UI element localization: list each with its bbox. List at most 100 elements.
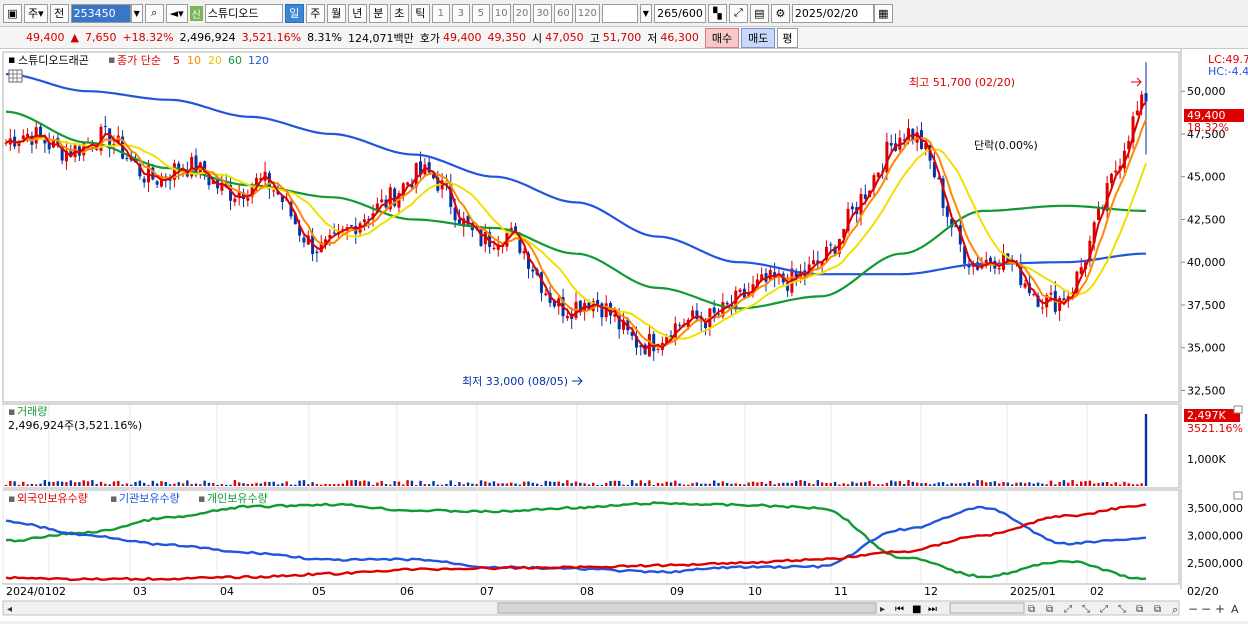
table-icon[interactable]: [8, 69, 23, 83]
ma5-line: [5, 101, 1147, 352]
volume-bar: [639, 480, 642, 486]
avg-button[interactable]: 평: [777, 27, 798, 48]
volume-bar: [959, 483, 962, 486]
interval-dropdown-icon[interactable]: ▼: [639, 3, 652, 23]
volume-bar: [872, 484, 876, 486]
zoom-in-icon[interactable]: ⌕: [1172, 603, 1178, 616]
prev-button[interactable]: 전: [49, 3, 69, 23]
period-second[interactable]: 초: [389, 3, 409, 23]
candle-body: [725, 302, 729, 305]
volume-bar: [535, 483, 539, 486]
volume-bar: [1058, 482, 1061, 486]
tool-icon-2[interactable]: ⧉: [1046, 604, 1053, 615]
scroll-left-icon[interactable]: ◂: [7, 604, 12, 615]
first-page-icon[interactable]: ⏮: [895, 604, 904, 615]
scrollbar-thumb[interactable]: [497, 602, 877, 614]
interval-120[interactable]: 120: [574, 3, 600, 23]
sell-button[interactable]: 매도: [741, 27, 776, 48]
period-tick[interactable]: 틱: [410, 3, 430, 23]
quote-bar: 49,400 ▲ 7,650 +18.32% 2,496,924 3,521.1…: [0, 27, 1248, 49]
candle-body: [4, 142, 8, 144]
volume-bar: [358, 481, 362, 486]
candle-body: [1040, 307, 1044, 309]
window-icon[interactable]: ▣: [3, 3, 22, 23]
volume-bar: [980, 480, 984, 486]
plus-icon[interactable]: +: [1215, 602, 1225, 616]
interval-60[interactable]: 60: [554, 3, 573, 23]
volume-bar: [1088, 480, 1092, 486]
table-icon-grid: [9, 70, 22, 82]
tool-icon-7[interactable]: ⧉: [1136, 604, 1143, 615]
last-page-icon[interactable]: ⏭: [928, 604, 937, 615]
tool-icon-1[interactable]: ⧉: [1028, 604, 1035, 615]
price-y-tick: 40,000: [1187, 256, 1226, 269]
candle-body: [544, 293, 548, 296]
volume-bar: [142, 482, 146, 486]
stop-icon[interactable]: ■: [912, 604, 921, 615]
legend-individual: 개인보유수량: [207, 492, 268, 505]
tool-icon-3[interactable]: ⤢: [1064, 604, 1072, 615]
holding-panel-close-icon[interactable]: [1233, 491, 1243, 500]
chart-type-icon[interactable]: ▚: [707, 3, 727, 23]
period-year[interactable]: 년: [347, 3, 367, 23]
gear-icon[interactable]: ⚙: [770, 3, 790, 23]
date-field[interactable]: 2025/02/20: [791, 3, 874, 23]
candle-body: [302, 237, 306, 243]
stock-name-field[interactable]: 스튜디오드: [204, 3, 283, 23]
moving-average-lines: [5, 73, 1147, 352]
candle-body: [1062, 298, 1066, 302]
interval-30[interactable]: 30: [533, 3, 553, 23]
candle-body: [220, 182, 224, 191]
price-y-tick: 37,500: [1187, 299, 1226, 312]
zoom-slider[interactable]: [949, 602, 1025, 614]
stock-code-input[interactable]: 253450: [70, 3, 131, 23]
holding-lines: [5, 501, 1147, 582]
volume-bar: [902, 483, 906, 486]
interval-input[interactable]: [601, 3, 638, 23]
volume-bar: [907, 480, 910, 486]
market-select[interactable]: 주 ▾: [24, 3, 48, 23]
volume-bar: [635, 483, 638, 486]
volume-bar: [419, 480, 422, 486]
toolbar: ▣ 주 ▾ 전 253450 ▼ ⌕ ◄▾ 신 스튜디오드 일 주 월 년 분 초…: [0, 0, 1248, 27]
buy-button[interactable]: 매수: [704, 27, 740, 48]
chevron-down-icon[interactable]: ▼: [130, 3, 143, 23]
search-icon[interactable]: ⌕: [144, 3, 164, 23]
tool-icon-6[interactable]: ⤡: [1118, 604, 1126, 615]
tool-icon-8[interactable]: ⧉: [1154, 604, 1161, 615]
calendar-icon[interactable]: ▦: [873, 3, 893, 23]
minus-icon[interactable]: −: [1201, 602, 1211, 616]
auto-scale-icon[interactable]: A: [1231, 603, 1239, 616]
interval-20[interactable]: 20: [512, 3, 532, 23]
data-count-field[interactable]: 265/600: [653, 3, 706, 23]
interval-1[interactable]: 1: [431, 3, 450, 23]
scroll-right-icon[interactable]: ▸: [880, 604, 885, 615]
candle-body: [60, 146, 64, 161]
period-week[interactable]: 주: [305, 3, 325, 23]
interval-5[interactable]: 5: [471, 3, 490, 23]
tool-icon-4[interactable]: ⤡: [1082, 604, 1090, 615]
candle-body: [1140, 94, 1144, 109]
save-icon[interactable]: ▤: [749, 3, 769, 23]
period-minute[interactable]: 분: [368, 3, 388, 23]
volume-bar: [1049, 480, 1053, 486]
volume-bar: [652, 484, 655, 486]
draw-tool-icon[interactable]: ⤢: [728, 3, 748, 23]
zoom-reset-icon[interactable]: −: [1188, 602, 1198, 616]
volume-bar: [915, 482, 919, 486]
tool-icon-5[interactable]: ⤢: [1100, 604, 1108, 615]
ma-period-10: 10: [187, 54, 201, 67]
period-month[interactable]: 월: [326, 3, 346, 23]
interval-10[interactable]: 10: [491, 3, 511, 23]
candle-body: [712, 307, 716, 313]
interval-3[interactable]: 3: [451, 3, 470, 23]
volume-bar: [782, 482, 785, 486]
sound-icon[interactable]: ◄▾: [165, 3, 188, 23]
volume-bar: [695, 482, 699, 486]
candle-body: [989, 257, 993, 263]
candle-body: [1097, 208, 1100, 221]
individual-holding-line: [5, 501, 1147, 581]
chart-svg[interactable]: ▪ 스튜디오드래곤 ▪ 종가 단순 5 10 20 60 120 최고 51,7…: [0, 49, 1248, 621]
period-day[interactable]: 일: [284, 3, 304, 23]
volume-panel-close-icon[interactable]: [1233, 405, 1243, 414]
